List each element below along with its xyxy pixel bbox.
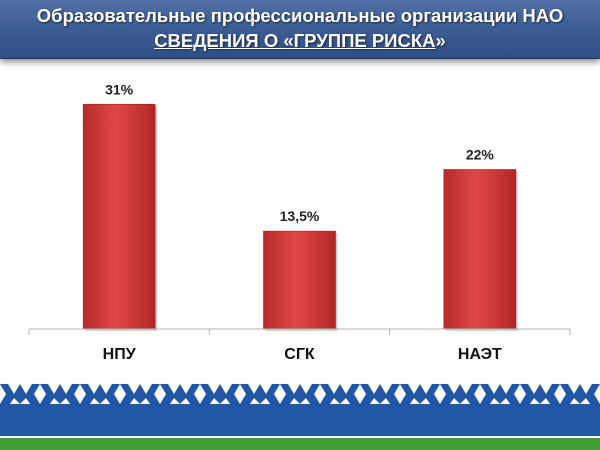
- bar-2: [263, 230, 336, 330]
- data-label: 22%: [466, 147, 495, 163]
- ornament-white-stripe: [0, 436, 600, 438]
- category-label: СГК: [284, 346, 315, 363]
- bar-1: [82, 103, 156, 330]
- slide-subtitle: СВЕДЕНИЯ О «ГРУППЕ РИСКА: [154, 30, 436, 51]
- ornament-green-stripe: [0, 438, 600, 450]
- data-label: 31%: [105, 81, 134, 97]
- ornament-pattern: [0, 380, 600, 404]
- category-label: НАЭТ: [458, 346, 502, 363]
- bar-3: [443, 169, 517, 330]
- category-label: НПУ: [103, 346, 137, 363]
- ornament-blue-stripe: [0, 404, 600, 436]
- data-label: 13,5%: [280, 208, 320, 224]
- slide-title: Образовательные профессиональные организ…: [36, 5, 564, 26]
- bar-chart: 31% 13,5% 22% НПУ СГК НАЭТ: [28, 81, 571, 363]
- slide-subtitle-end: »: [435, 30, 446, 51]
- bottom-ornament: [0, 380, 600, 450]
- title-bar: Образовательные профессиональные организ…: [0, 0, 600, 59]
